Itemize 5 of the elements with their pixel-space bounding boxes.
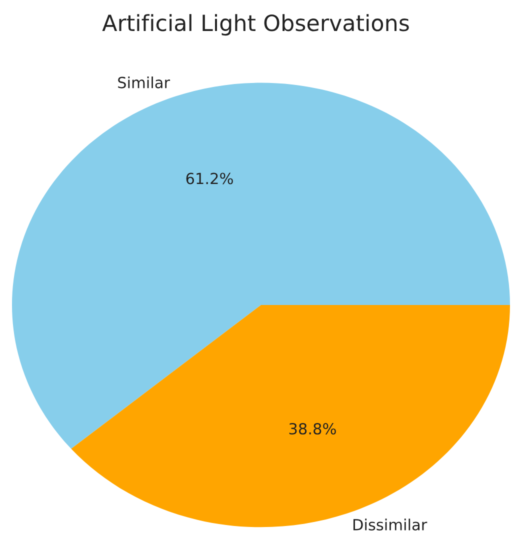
data-label: 38.8%	[289, 422, 336, 435]
data-label: 61.2%	[186, 172, 233, 184]
slice-label: Dissimilar	[353, 518, 428, 530]
slice-label: Similar	[118, 76, 170, 88]
chart-title: Artificial Light Observations	[102, 14, 409, 36]
